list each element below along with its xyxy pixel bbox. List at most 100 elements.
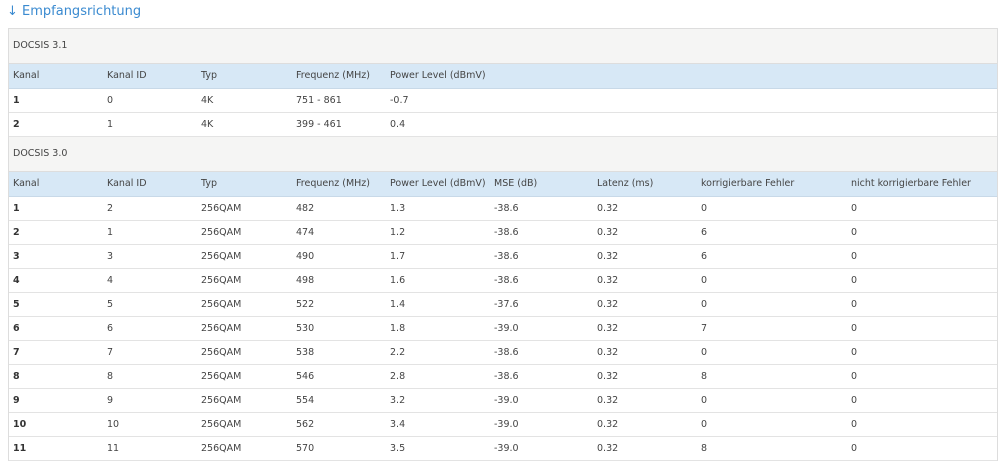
table-row: 6 6 256QAM 530 1.8 -39.0 0.32 7 0 <box>9 317 997 341</box>
table-cell: 256QAM <box>201 323 242 334</box>
table-cell: 498 <box>296 275 315 286</box>
table-cell: 0 <box>851 323 858 334</box>
table-cell: -37.6 <box>494 299 519 310</box>
table-cell: 8 <box>701 443 708 454</box>
table-cell: 256QAM <box>201 443 242 454</box>
column-header: Frequenz (MHz) <box>296 178 370 189</box>
column-header: Typ <box>201 70 217 81</box>
table-cell: -39.0 <box>494 443 519 454</box>
table-row: 1 0 4K 751 - 861 -0.7 <box>9 89 997 113</box>
table-cell: 2 <box>107 203 114 214</box>
table-cell: 1 <box>13 95 20 106</box>
table-cell: -39.0 <box>494 395 519 406</box>
table-cell: 0.32 <box>597 443 619 454</box>
section-title: DOCSIS 3.0 <box>13 148 68 159</box>
table-row: 11 11 256QAM 570 3.5 -39.0 0.32 8 0 <box>9 437 997 461</box>
header-row: Kanal Kanal ID Typ Frequenz (MHz) Power Leve… <box>9 64 997 89</box>
section-row: DOCSIS 3.0 <box>9 137 997 172</box>
table-cell: 3.2 <box>390 395 406 406</box>
table-cell: 256QAM <box>201 371 242 382</box>
table-cell: -38.6 <box>494 347 519 358</box>
table-cell: 2 <box>13 119 20 130</box>
table-cell: 538 <box>296 347 315 358</box>
table-cell: 8 <box>13 371 20 382</box>
table-cell: 0.32 <box>597 251 619 262</box>
column-header: MSE (dB) <box>494 178 538 189</box>
table-cell: 5 <box>107 299 114 310</box>
table-cell: 0 <box>851 371 858 382</box>
table-cell: 10 <box>107 419 120 430</box>
table-cell: 0.32 <box>597 203 619 214</box>
table-cell: 11 <box>107 443 120 454</box>
table-cell: 1.6 <box>390 275 406 286</box>
table-cell: 1.8 <box>390 323 406 334</box>
table-cell: 256QAM <box>201 251 242 262</box>
section-heading[interactable]: ↓ Empfangsrichtung <box>7 4 142 19</box>
column-header: nicht korrigierbare Fehler <box>851 178 971 189</box>
table-cell: 0 <box>851 227 858 238</box>
table-cell: -38.6 <box>494 371 519 382</box>
table-cell: 0.32 <box>597 227 619 238</box>
table-cell: 0 <box>851 275 858 286</box>
table-cell: 1 <box>107 119 114 130</box>
table-cell: 1.3 <box>390 203 406 214</box>
table-cell: 256QAM <box>201 227 242 238</box>
table-row: 7 7 256QAM 538 2.2 -38.6 0.32 0 0 <box>9 341 997 365</box>
table-cell: 554 <box>296 395 315 406</box>
table-cell: 0.32 <box>597 299 619 310</box>
table-cell: 570 <box>296 443 315 454</box>
table-cell: 4K <box>201 95 214 106</box>
table-row: 1 2 256QAM 482 1.3 -38.6 0.32 0 0 <box>9 197 997 221</box>
table-row: 8 8 256QAM 546 2.8 -38.6 0.32 8 0 <box>9 365 997 389</box>
table-cell: -38.6 <box>494 275 519 286</box>
table-cell: 3 <box>13 251 20 262</box>
table-cell: 8 <box>701 371 708 382</box>
header-row: Kanal Kanal ID Typ Frequenz (MHz) Power Leve… <box>9 172 997 197</box>
table-cell: 1.7 <box>390 251 406 262</box>
table-cell: 0.32 <box>597 347 619 358</box>
table-cell: 3.5 <box>390 443 406 454</box>
table-cell: 0 <box>701 299 708 310</box>
column-header: Kanal ID <box>107 70 147 81</box>
table-cell: 256QAM <box>201 299 242 310</box>
table-cell: 0 <box>107 95 114 106</box>
table-cell: 7 <box>13 347 20 358</box>
table-cell: 256QAM <box>201 395 242 406</box>
column-header: korrigierbare Fehler <box>701 178 795 189</box>
table-cell: 9 <box>13 395 20 406</box>
column-header: Latenz (ms) <box>597 178 654 189</box>
table-cell: 0 <box>701 275 708 286</box>
table-cell: 530 <box>296 323 315 334</box>
table-cell: 1.4 <box>390 299 406 310</box>
column-header: Frequenz (MHz) <box>296 70 370 81</box>
column-header: Power Level (dBmV) <box>390 178 486 189</box>
table-cell: 1 <box>13 203 20 214</box>
table-cell: 2.8 <box>390 371 406 382</box>
table-cell: 0.32 <box>597 371 619 382</box>
table-cell: 546 <box>296 371 315 382</box>
column-header: Kanal <box>13 178 40 189</box>
table-cell: 9 <box>107 395 114 406</box>
table-cell: 0 <box>701 347 708 358</box>
table-cell: 256QAM <box>201 419 242 430</box>
table-cell: 0.4 <box>390 119 406 130</box>
table-cell: 751 - 861 <box>296 95 342 106</box>
table-cell: 522 <box>296 299 315 310</box>
column-header: Power Level (dBmV) <box>390 70 486 81</box>
table-cell: 399 - 461 <box>296 119 342 130</box>
table-cell: 0 <box>851 203 858 214</box>
table-cell: 0.32 <box>597 419 619 430</box>
table-cell: 8 <box>107 371 114 382</box>
table-cell: 4K <box>201 119 214 130</box>
table-cell: -38.6 <box>494 251 519 262</box>
table-cell: 0 <box>851 395 858 406</box>
table-row: 3 3 256QAM 490 1.7 -38.6 0.32 6 0 <box>9 245 997 269</box>
table-cell: 0 <box>701 395 708 406</box>
table-cell: 0 <box>851 443 858 454</box>
table-cell: 11 <box>13 443 27 454</box>
table-cell: 490 <box>296 251 315 262</box>
table-cell: 2.2 <box>390 347 406 358</box>
table-cell: 562 <box>296 419 315 430</box>
table-cell: 3 <box>107 251 114 262</box>
